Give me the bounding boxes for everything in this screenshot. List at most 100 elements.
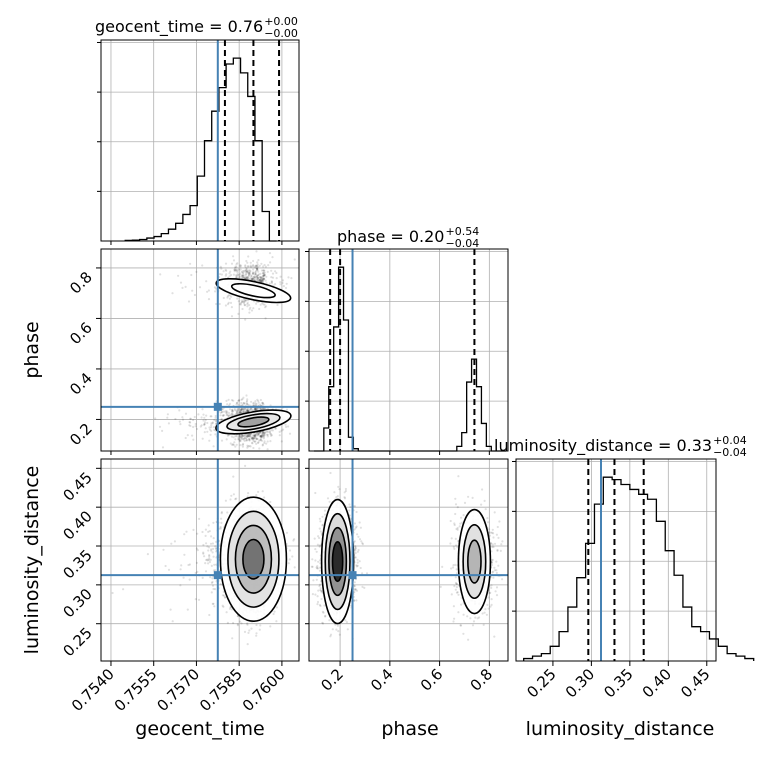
sample-point (225, 399, 228, 402)
sample-point (264, 317, 267, 320)
sample-point (211, 421, 214, 424)
sample-point (247, 445, 250, 448)
sample-point (268, 252, 272, 255)
sample-point (189, 424, 192, 428)
sample-point (245, 408, 249, 412)
sample-point (255, 264, 258, 267)
sample-point (255, 432, 258, 435)
sample-point (257, 434, 260, 437)
sample-point (488, 534, 491, 537)
sample-point (220, 521, 223, 525)
sample-point (228, 275, 231, 278)
sample-point (188, 421, 191, 424)
sample-point (490, 542, 493, 545)
sample-point (159, 273, 162, 276)
sample-point (239, 435, 242, 438)
sample-point (161, 429, 164, 432)
sample-point (270, 280, 273, 283)
sample-point (224, 274, 227, 277)
sample-point (236, 273, 239, 276)
sample-point (211, 542, 214, 545)
sample-point (249, 277, 252, 280)
sample-point (242, 276, 245, 279)
sample-point (262, 274, 265, 277)
sample-point (154, 417, 157, 420)
sample-point (219, 582, 222, 586)
sample-point (238, 434, 241, 437)
sample-point (260, 275, 263, 279)
sample-point (260, 407, 263, 410)
sample-point (318, 585, 321, 588)
sample-point (242, 302, 246, 305)
sample-point (242, 407, 245, 410)
sample-point (273, 610, 276, 613)
sample-point (248, 437, 251, 440)
sample-point (242, 269, 245, 273)
sample-point (218, 527, 221, 530)
sample-point (204, 562, 207, 565)
sample-point (256, 432, 259, 435)
sample-point (207, 549, 210, 552)
sample-point (245, 259, 248, 263)
sample-point (254, 440, 257, 443)
sample-point (234, 498, 237, 501)
sample-point (288, 558, 291, 561)
sample-point (255, 275, 258, 278)
sample-point (240, 301, 243, 304)
sample-point (454, 537, 457, 541)
sample-point (263, 496, 266, 499)
sample-point (206, 545, 209, 548)
sample-point (229, 606, 232, 609)
sample-point (193, 293, 196, 297)
sample-point (239, 411, 243, 414)
sample-point (263, 434, 266, 437)
sample-point (233, 407, 236, 410)
sample-point (491, 543, 494, 546)
sample-point (254, 433, 257, 436)
sample-point (214, 290, 217, 293)
sample-point (206, 558, 209, 561)
sample-point (459, 624, 462, 627)
sample-point (196, 427, 199, 431)
sample-point (250, 400, 253, 403)
sample-point (292, 539, 295, 542)
sample-point (242, 442, 245, 445)
sample-point (253, 435, 256, 438)
sample-point (204, 528, 207, 531)
sample-point (177, 274, 180, 277)
sample-point (235, 410, 238, 413)
sample-point (207, 289, 210, 292)
sample-point (242, 410, 245, 414)
sample-point (287, 276, 290, 279)
sample-point (260, 435, 263, 438)
sample-point (204, 570, 208, 573)
sample-point (254, 402, 257, 405)
sample-point (260, 435, 263, 438)
sample-point (239, 264, 242, 267)
sample-point (248, 271, 251, 274)
sample-point (238, 399, 241, 402)
sample-point (212, 445, 215, 448)
sample-point (237, 403, 240, 407)
sample-point (239, 409, 242, 412)
sample-point (214, 422, 218, 426)
sample-point (247, 273, 250, 276)
sample-point (201, 576, 204, 580)
sample-point (248, 438, 251, 442)
sample-point (253, 434, 256, 437)
sample-point (353, 588, 356, 591)
sample-point (241, 434, 244, 437)
sample-point (259, 435, 262, 438)
sample-point (253, 266, 256, 269)
sample-point (242, 402, 245, 405)
sample-point (243, 303, 246, 306)
sample-point (241, 274, 245, 277)
sample-point (239, 411, 242, 414)
sample-point (222, 414, 225, 417)
sample-point (248, 308, 251, 311)
sample-point (202, 413, 205, 416)
sample-point (279, 275, 282, 278)
sample-point (467, 638, 470, 641)
sample-point (258, 280, 261, 283)
